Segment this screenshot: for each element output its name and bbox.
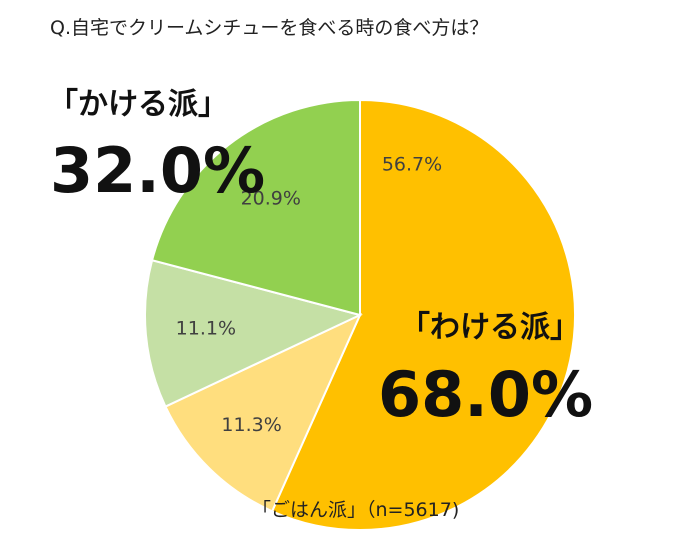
pie-slices: [144, 98, 576, 531]
slice-value-label: 11.1%: [176, 318, 236, 340]
slice-value-label: 20.9%: [241, 188, 301, 210]
pie-slice-labels: 56.7% 11.3% 11.1% 20.9%: [176, 154, 443, 436]
chart-title: Q.自宅でクリームシチューを食べる時の食べ方は？: [50, 17, 488, 39]
light-green-slice: [144, 259, 363, 408]
rice-slice: [164, 312, 363, 513]
slice-value-label: 56.7%: [382, 154, 442, 176]
green-slice: [150, 98, 361, 317]
sample-size-note: 「ごはん派」（n=5617): [252, 499, 459, 521]
sauce-slice: [270, 98, 576, 531]
kakeru-group-label: 「かける派」: [48, 87, 228, 122]
kakeru-group-value: 32.0%: [50, 134, 265, 207]
wakeru-group-label: 「わける派」: [400, 310, 580, 345]
slice-value-label: 11.3%: [221, 414, 281, 436]
wakeru-group-value: 68.0%: [378, 358, 593, 431]
